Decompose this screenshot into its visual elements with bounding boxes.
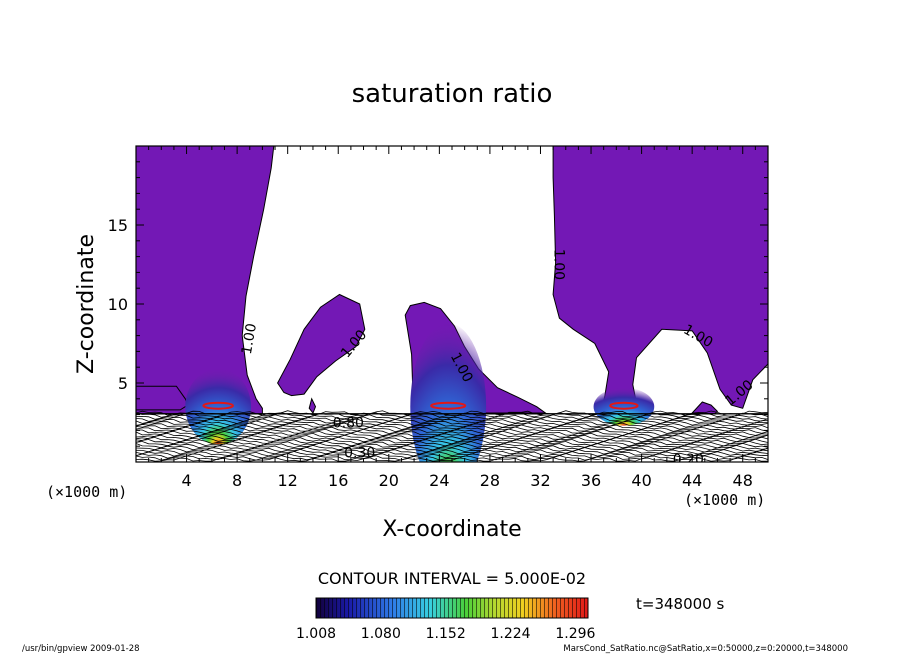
- y-tick-label: 10: [108, 295, 128, 314]
- y-axis-ticks: 5 10 15: [108, 145, 768, 463]
- contour-interval-text: CONTOUR INTERVAL = 5.000E-02: [318, 569, 586, 588]
- x-tick-label: 4: [181, 471, 191, 490]
- contour-line: [136, 416, 768, 422]
- contour-line: [136, 436, 768, 443]
- purple-region-blob-14: [308, 397, 317, 414]
- moist-core-peak-2: [430, 401, 467, 410]
- footer-left: /usr/bin/gpview 2009-01-28: [22, 644, 140, 654]
- contour-line: [136, 451, 768, 457]
- colorbar-label: 1.296: [555, 626, 595, 642]
- purple-regions: [136, 146, 768, 415]
- contour-line: [136, 444, 768, 451]
- contour-line: [136, 432, 768, 439]
- x-tick-label: 32: [530, 471, 550, 490]
- chart-title: saturation ratio: [352, 79, 553, 109]
- contour-label: 1.00: [239, 322, 260, 355]
- contour-label: 0.20: [673, 452, 704, 468]
- x-tick-label: 28: [480, 471, 500, 490]
- contour-line: [136, 430, 768, 437]
- contour-line: [136, 428, 768, 435]
- contour-line: [136, 420, 768, 426]
- x-tick-label: 40: [631, 471, 651, 490]
- contour-line: [136, 426, 768, 433]
- moist-core-peak-1: [202, 401, 234, 410]
- time-label: t=348000 s: [636, 595, 724, 613]
- x-tick-label: 12: [278, 471, 298, 490]
- colorbar-label: 1.008: [296, 626, 336, 642]
- x-axis-label: X-coordinate: [382, 517, 521, 542]
- x-tick-label: 24: [429, 471, 449, 490]
- colorbar-stripes: [316, 598, 588, 618]
- x-unit-label-right: (×1000 m): [684, 491, 765, 509]
- low-level-contours: [136, 410, 768, 462]
- contour-label: 0.30: [344, 446, 375, 462]
- contour-line: [136, 422, 768, 429]
- x-tick-label: 44: [682, 471, 702, 490]
- y-tick-label: 15: [108, 216, 128, 235]
- y-axis-label: Z-coordinate: [74, 234, 99, 374]
- contour-line: [136, 440, 768, 447]
- colorbar: 1.008 1.080 1.152 1.224 1.296: [296, 597, 596, 642]
- moist-core-2: [410, 322, 487, 462]
- x-tick-label: 36: [581, 471, 601, 490]
- moist-core-peak-3: [609, 401, 639, 410]
- colorbar-label: 1.152: [426, 626, 466, 642]
- footer-right: MarsCond_SatRatio.nc@SatRatio,x=0:50000,…: [563, 644, 848, 654]
- x-tick-label: 8: [232, 471, 242, 490]
- y-tick-label: 5: [118, 374, 128, 393]
- colorbar-frame: [315, 597, 589, 619]
- moist-core-1: [185, 368, 252, 445]
- x-unit-label-left: (×1000 m): [46, 483, 127, 501]
- colorbar-label: 1.224: [490, 626, 530, 642]
- x-tick-label: 16: [328, 471, 348, 490]
- contour-label: 1.00: [550, 249, 566, 280]
- contour-line: [136, 424, 768, 431]
- purple-region-mid-left: [277, 293, 366, 397]
- x-axis-ticks: 4 8 12 16 20 24 28 32 36 40 44 48: [135, 146, 769, 490]
- contour-line: [136, 453, 768, 459]
- contour-line: [136, 442, 768, 449]
- x-tick-label: 20: [379, 471, 399, 490]
- colorbar-label: 1.080: [361, 626, 401, 642]
- colorbar-labels: 1.008 1.080 1.152 1.224 1.296: [296, 626, 596, 642]
- contour-label: 0.80: [333, 416, 364, 432]
- x-tick-label: 48: [733, 471, 753, 490]
- moist-cores: [185, 322, 655, 462]
